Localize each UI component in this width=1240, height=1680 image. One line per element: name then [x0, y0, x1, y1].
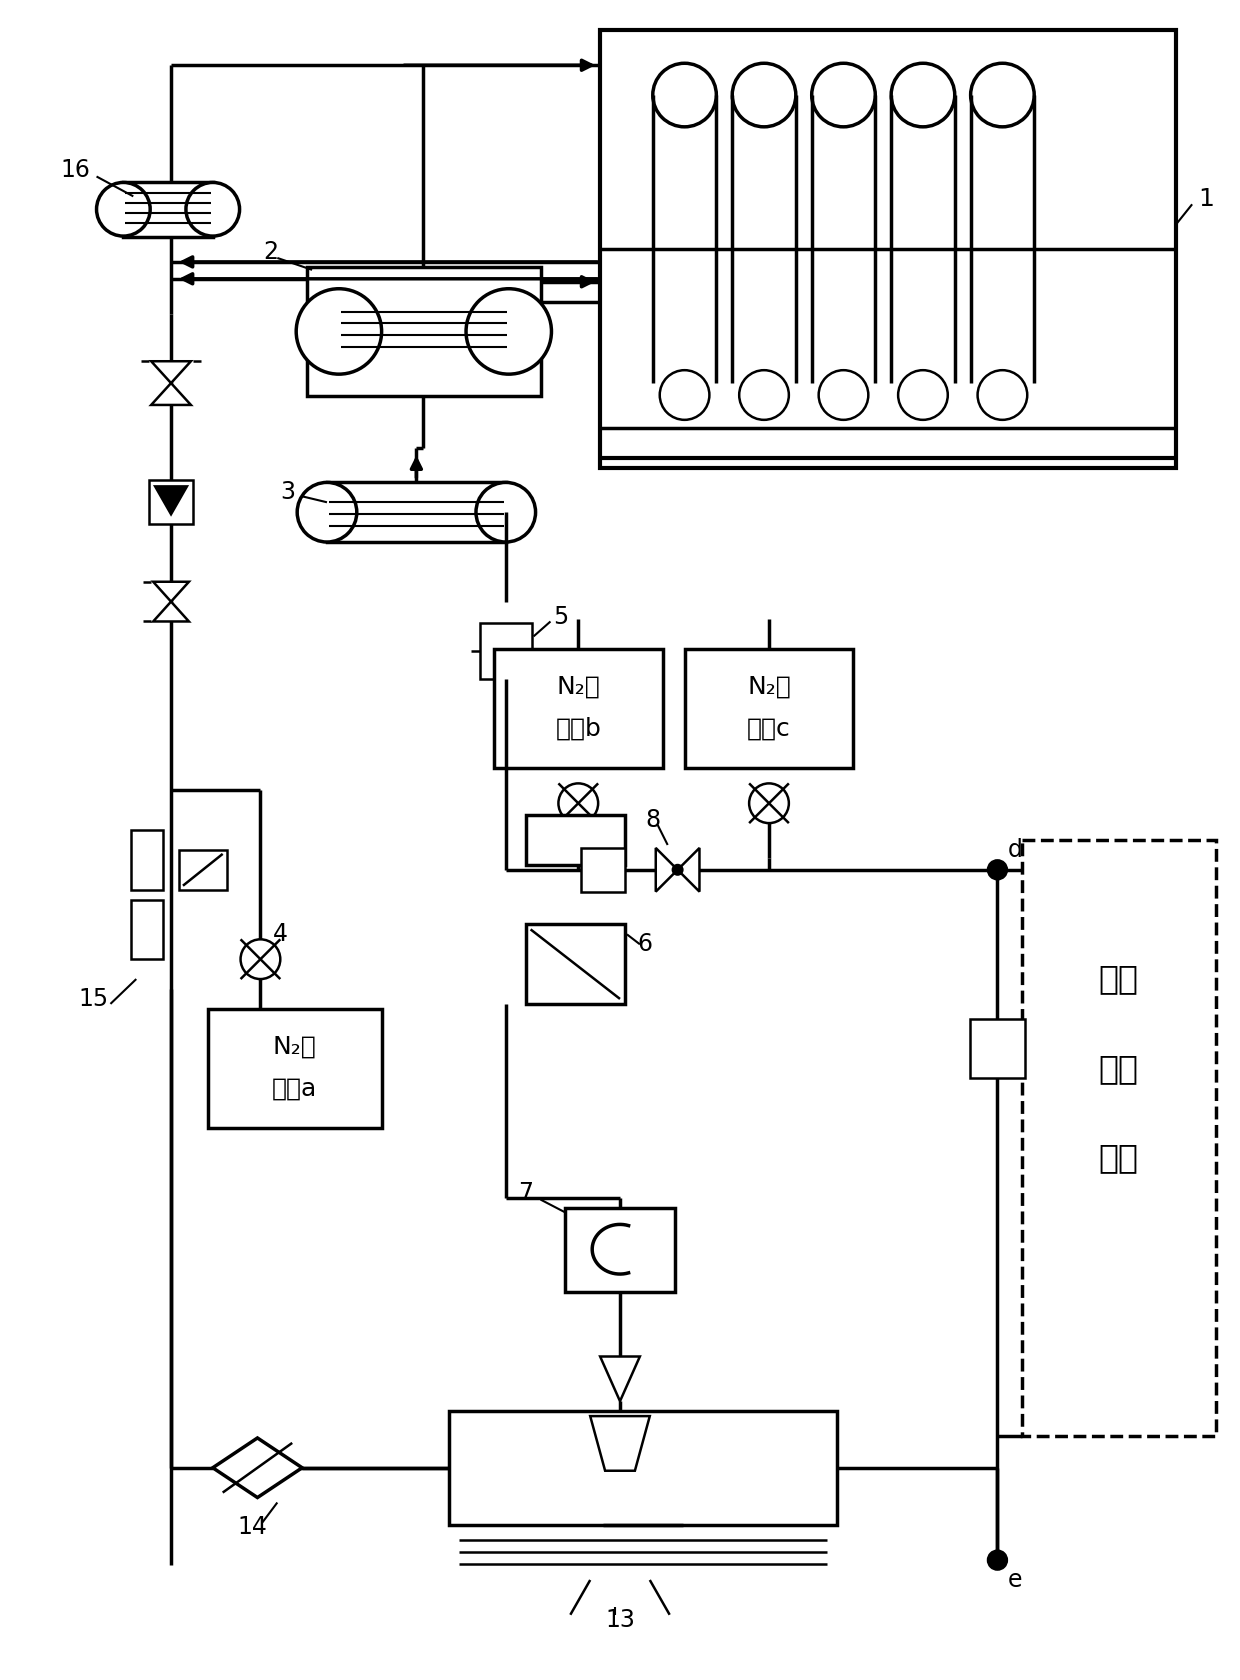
Text: 自动: 自动	[1099, 963, 1138, 996]
Bar	[494, 648, 662, 768]
Text: 3: 3	[280, 480, 295, 504]
Bar	[449, 1411, 837, 1525]
Text: 5: 5	[553, 605, 568, 628]
Polygon shape	[600, 1356, 640, 1401]
Polygon shape	[154, 581, 188, 601]
Circle shape	[988, 860, 1007, 879]
Circle shape	[898, 370, 947, 420]
Circle shape	[558, 783, 598, 823]
Text: 7: 7	[518, 1181, 533, 1205]
Text: 支路: 支路	[1099, 1141, 1138, 1174]
Bar	[308, 267, 541, 396]
Bar	[600, 30, 1177, 467]
Bar	[131, 899, 164, 959]
Circle shape	[988, 1551, 1007, 1569]
Text: d: d	[1008, 838, 1023, 862]
Circle shape	[733, 64, 796, 126]
Text: 入点b: 入点b	[556, 717, 601, 741]
Bar	[208, 1010, 382, 1127]
Circle shape	[892, 64, 955, 126]
Polygon shape	[486, 630, 526, 652]
Text: N₂接: N₂接	[273, 1035, 316, 1058]
Text: 16: 16	[61, 158, 91, 181]
Text: 入点a: 入点a	[272, 1077, 317, 1100]
Polygon shape	[976, 1025, 1019, 1048]
Bar	[970, 1018, 1025, 1079]
Polygon shape	[151, 361, 191, 383]
Text: 1: 1	[1198, 188, 1214, 212]
Text: 收集: 收集	[1099, 1052, 1138, 1085]
Circle shape	[652, 64, 717, 126]
Circle shape	[672, 865, 682, 875]
Text: 4: 4	[273, 922, 288, 946]
Circle shape	[476, 482, 536, 543]
Bar	[131, 830, 164, 890]
Circle shape	[660, 370, 709, 420]
Text: 13: 13	[605, 1608, 635, 1631]
Circle shape	[749, 783, 789, 823]
Bar	[526, 815, 625, 865]
Circle shape	[296, 289, 382, 375]
Bar	[179, 850, 227, 890]
Text: 2: 2	[263, 240, 278, 264]
Text: N₂接: N₂接	[748, 675, 791, 699]
Polygon shape	[486, 652, 526, 674]
Bar	[684, 648, 853, 768]
Circle shape	[812, 64, 875, 126]
Text: 6: 6	[637, 932, 652, 956]
Bar	[526, 924, 625, 1005]
Bar	[582, 848, 625, 892]
Polygon shape	[677, 848, 699, 892]
Circle shape	[298, 482, 357, 543]
Bar	[123, 183, 213, 237]
Circle shape	[97, 183, 150, 237]
Polygon shape	[155, 487, 187, 514]
Bar	[565, 1208, 675, 1292]
Circle shape	[971, 64, 1034, 126]
Polygon shape	[151, 383, 191, 405]
Text: 15: 15	[78, 986, 109, 1011]
Text: 14: 14	[238, 1515, 268, 1539]
Polygon shape	[976, 1048, 1019, 1072]
Polygon shape	[656, 848, 677, 892]
Text: 8: 8	[645, 808, 661, 832]
Circle shape	[739, 370, 789, 420]
Polygon shape	[154, 601, 188, 622]
Circle shape	[186, 183, 239, 237]
Circle shape	[241, 939, 280, 979]
Text: e: e	[1008, 1567, 1023, 1593]
Polygon shape	[213, 1438, 303, 1497]
Bar	[1022, 840, 1216, 1436]
Bar	[327, 482, 506, 543]
Circle shape	[818, 370, 868, 420]
Text: N₂接: N₂接	[557, 675, 600, 699]
Text: 入点c: 入点c	[748, 717, 791, 741]
Polygon shape	[590, 1416, 650, 1470]
Bar	[149, 480, 193, 524]
Circle shape	[466, 289, 552, 375]
Circle shape	[977, 370, 1027, 420]
Bar	[480, 623, 532, 679]
